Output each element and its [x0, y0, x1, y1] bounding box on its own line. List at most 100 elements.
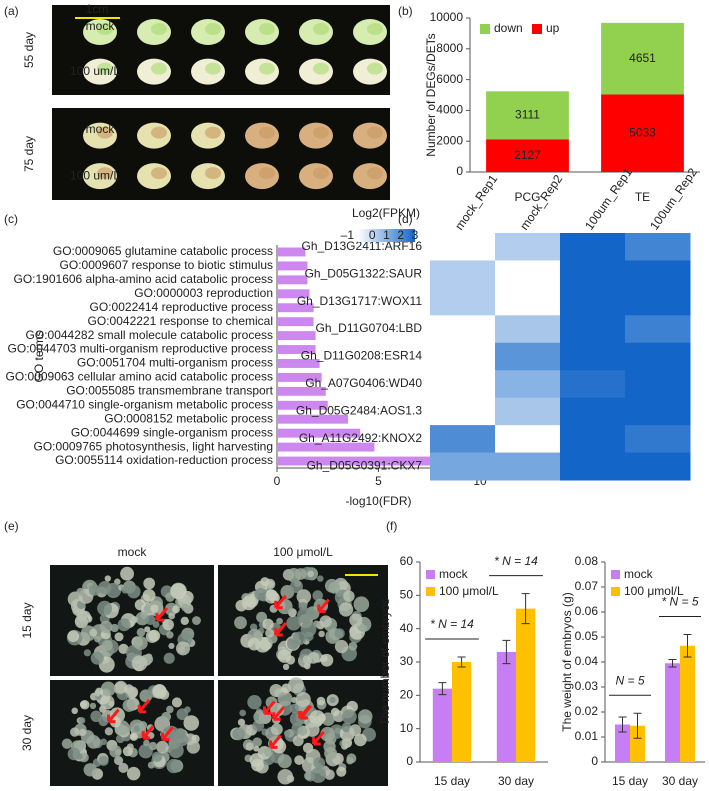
legend-swatch — [611, 587, 620, 596]
column-label: mock — [118, 545, 148, 559]
embryo-cluster — [67, 630, 80, 643]
annotation: * N = 14 — [494, 554, 538, 568]
bar — [277, 414, 349, 424]
embryo-cluster — [307, 652, 320, 664]
embryo-cluster — [319, 615, 332, 628]
callus — [367, 126, 383, 139]
legend-swatch — [426, 587, 435, 596]
heatmap-cell — [625, 260, 691, 289]
arrow — [141, 725, 155, 740]
callus — [205, 62, 221, 75]
row-label: Gh_A07G0406:WD40 — [305, 376, 422, 390]
arrow — [317, 598, 330, 614]
value-label: 2127 — [514, 148, 541, 162]
embryo-cluster — [341, 722, 352, 733]
embryo-cluster — [282, 663, 290, 671]
y-axis-label: The number of embryos — [378, 598, 392, 725]
embryo-cluster — [166, 758, 181, 774]
embryo-cluster — [277, 691, 293, 707]
embryo-cluster — [338, 602, 354, 617]
embryo-cluster — [312, 590, 324, 601]
embryo-cluster — [252, 737, 262, 747]
bar — [277, 386, 326, 396]
embryo-cluster — [97, 600, 113, 616]
heatmap-cell — [430, 233, 496, 261]
treatment-label: 100 um/L — [70, 168, 120, 182]
embryo-cluster — [253, 709, 268, 725]
heatmap-cell — [430, 342, 496, 371]
embryo-cluster — [74, 615, 89, 629]
embryo-cluster — [130, 733, 137, 740]
embryo-cluster — [277, 754, 292, 769]
heatmap-cell — [495, 425, 561, 454]
embryo-cluster — [67, 747, 81, 761]
bar — [277, 289, 310, 299]
embryo-cluster — [100, 681, 116, 697]
row-label: 15 day — [20, 602, 34, 638]
callus — [367, 23, 383, 35]
treatment-label: 100 um/L — [70, 64, 120, 78]
arrow — [137, 698, 151, 714]
bar — [277, 331, 316, 341]
embryo-cluster — [192, 616, 201, 625]
embryo-cluster — [99, 620, 113, 634]
y-tick-label: GO:0008152 metabolic process — [104, 411, 273, 425]
embryo-cluster — [313, 757, 326, 769]
x-tick-label: 30 day — [662, 774, 698, 788]
embryo-cluster — [277, 768, 294, 785]
column-label: 100um_Rep2 — [647, 165, 700, 232]
bar — [615, 724, 630, 762]
arrow — [274, 594, 287, 610]
y-tick-label: 6000 — [436, 72, 463, 86]
legend-label: 100 μmol/L — [439, 584, 499, 598]
y-tick-label: 60 — [400, 554, 414, 568]
row-label: Gh_D11G0208:ESR14 — [301, 349, 423, 363]
bar — [277, 456, 448, 466]
embryo-cluster — [94, 690, 101, 697]
callus — [151, 62, 167, 75]
legend-label: up — [546, 21, 560, 35]
bar — [452, 662, 472, 762]
error-bar — [502, 639, 511, 665]
embryo-cluster — [316, 696, 326, 706]
callus — [151, 126, 167, 139]
error-bar — [633, 712, 642, 739]
embryo-cluster — [302, 655, 311, 664]
heatmap-cell — [430, 260, 496, 289]
embryo-cluster — [265, 696, 278, 709]
colorbar-tick-label: 0 — [369, 228, 376, 242]
arrow — [274, 622, 287, 637]
colorbar — [358, 229, 415, 242]
y-tick-label: GO:0051704 multi-organism process — [77, 356, 273, 370]
embryo-cluster — [289, 580, 303, 594]
embryo-cluster — [133, 725, 141, 732]
embryo-cluster — [98, 580, 112, 595]
y-tick-label: 0 — [456, 164, 463, 178]
embryo-cluster — [294, 568, 307, 580]
embryo-cluster — [86, 735, 101, 749]
y-tick-label: GO:1901606 alpha-amino acid catabolic pr… — [14, 272, 274, 286]
y-tick-label: GO:0009765 photosynthesis, light harvest… — [34, 439, 273, 453]
bar — [277, 261, 308, 271]
embryo-cluster — [341, 709, 357, 725]
embryo-cluster — [305, 722, 320, 737]
embryo-cluster — [142, 588, 156, 602]
bar-segment — [601, 22, 684, 95]
heatmap-cell — [495, 452, 561, 481]
value-label: 3111 — [515, 107, 540, 121]
x-tick-label: 0 — [274, 474, 281, 488]
embryo-cluster — [245, 742, 254, 751]
y-tick-label: 8000 — [436, 41, 463, 55]
row-label: Gh_A11G2492:KNOX2 — [299, 431, 423, 445]
y-tick-label: GO:0044282 small molecule catabolic proc… — [26, 328, 273, 342]
heatmap-cell — [495, 315, 561, 344]
heatmap-cell — [430, 315, 496, 344]
embryo-cluster — [307, 570, 314, 578]
bar — [277, 303, 314, 313]
embryo-cluster — [183, 715, 200, 731]
heatmap-cell — [495, 342, 561, 371]
embryo-cluster — [349, 724, 362, 737]
row-label: Gh_D05G0391:CKX7 — [307, 458, 423, 472]
embryo-cluster — [324, 769, 335, 780]
panel-label: (b) — [398, 4, 413, 18]
